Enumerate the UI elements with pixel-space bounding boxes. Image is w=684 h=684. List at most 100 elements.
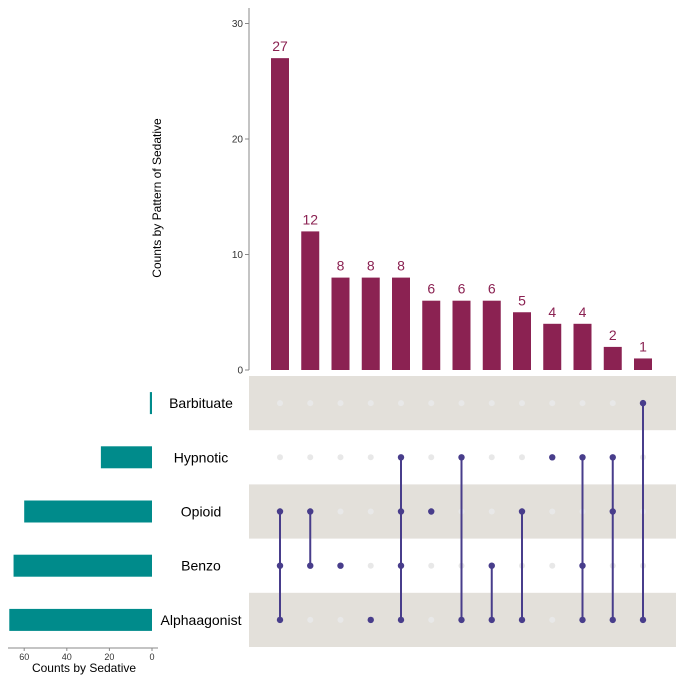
- set-axis-tick-label: 40: [62, 652, 72, 662]
- matrix-dot-filled: [397, 508, 405, 515]
- matrix-dot-filled: [337, 562, 344, 569]
- matrix-dot-empty: [307, 616, 314, 623]
- set-size-bar: [13, 554, 152, 577]
- set-size-axis: 60 40 20 0: [8, 647, 158, 662]
- matrix-dot-filled: [579, 562, 586, 569]
- bar-value-label: 4: [579, 304, 587, 320]
- matrix-dot-empty: [549, 562, 556, 569]
- matrix-dot-filled: [488, 562, 495, 569]
- matrix-dot-filled: [276, 508, 284, 515]
- y-tick-label: 10: [232, 250, 244, 261]
- matrix-dot-filled: [609, 508, 616, 515]
- bar-value-label: 6: [488, 281, 496, 297]
- matrix-dot-empty: [428, 562, 435, 569]
- matrix-dot-empty: [428, 616, 435, 623]
- matrix-dot-filled: [397, 562, 405, 569]
- matrix-dot-filled: [609, 454, 616, 461]
- matrix-dot-filled: [579, 616, 586, 624]
- set-labels: Barbituate Hypnotic Opioid Benzo Alphaagonis…: [161, 395, 242, 628]
- bar-value-label: 8: [397, 258, 405, 274]
- matrix-dot-filled: [518, 616, 526, 624]
- y-axis-label: Counts by Pattern of Sedative: [150, 118, 164, 278]
- matrix-dot-empty: [579, 400, 586, 407]
- matrix-dot-empty: [458, 400, 465, 407]
- intersection-matrix: [276, 399, 647, 624]
- matrix-dot-filled: [488, 616, 495, 624]
- matrix-dot-empty: [277, 400, 283, 407]
- matrix-dot-empty: [549, 616, 556, 623]
- set-size-bar: [9, 608, 153, 631]
- set-axis-tick-label: 20: [104, 652, 114, 662]
- intersection-bar: [543, 323, 562, 370]
- set-size-bar: [100, 446, 152, 469]
- matrix-dot-empty: [488, 508, 495, 515]
- matrix-dot-filled: [307, 508, 314, 515]
- bar-value-label: 8: [367, 258, 375, 274]
- matrix-dot-empty: [549, 400, 556, 407]
- intersection-bar: [422, 300, 441, 370]
- matrix-dot-empty: [549, 508, 556, 515]
- intersection-bars: 27 12 8 8 8 6 6 6 5 4 4 2 1: [271, 38, 652, 371]
- matrix-dot-filled: [397, 616, 405, 624]
- intersection-bar: [603, 346, 622, 370]
- set-axis-tick-label: 0: [149, 652, 154, 662]
- matrix-dot-filled: [609, 616, 616, 624]
- matrix-dot-empty: [307, 400, 314, 407]
- intersection-bar: [271, 58, 289, 371]
- set-label: Barbituate: [169, 395, 233, 411]
- matrix-dot-empty: [609, 400, 616, 407]
- matrix-dot-empty: [337, 454, 344, 461]
- intersection-bar: [634, 358, 652, 370]
- matrix-dot-empty: [367, 562, 374, 569]
- y-tick-label: 0: [237, 366, 243, 377]
- matrix-dot-filled: [579, 454, 586, 461]
- intersection-bar: [573, 323, 592, 370]
- set-size-bar: [149, 392, 152, 415]
- set-size-axis-label: Counts by Sedative: [32, 661, 136, 675]
- matrix-dot-empty: [428, 400, 435, 407]
- matrix-dot-empty: [367, 508, 374, 515]
- matrix-dot-empty: [367, 454, 374, 461]
- matrix-dot-empty: [307, 454, 314, 461]
- matrix-dot-empty: [519, 454, 525, 461]
- set-axis-tick-label: 60: [19, 652, 29, 662]
- intersection-bar: [482, 300, 501, 370]
- matrix-dot-empty: [367, 400, 374, 407]
- matrix-dot-empty: [428, 454, 435, 461]
- bar-value-label: 6: [458, 281, 466, 297]
- y-tick-label: 20: [232, 135, 244, 146]
- intersection-bar: [301, 231, 320, 370]
- bar-value-label: 12: [302, 211, 318, 227]
- intersection-bar: [452, 300, 471, 370]
- matrix-dot-filled: [307, 562, 314, 569]
- y-tick-label: 30: [232, 19, 244, 30]
- bar-value-label: 5: [518, 292, 526, 308]
- matrix-dot-filled: [639, 399, 647, 407]
- matrix-dot-filled: [367, 616, 374, 624]
- matrix-dot-filled: [518, 508, 526, 515]
- matrix-dot-filled: [276, 616, 284, 624]
- set-size-bars: [9, 392, 153, 631]
- matrix-dot-empty: [488, 400, 495, 407]
- set-size-bar: [24, 500, 153, 523]
- set-label: Benzo: [181, 558, 221, 574]
- matrix-dot-filled: [276, 562, 284, 569]
- matrix-dot-filled: [458, 616, 465, 624]
- matrix-dot-empty: [398, 400, 404, 407]
- bar-value-label: 27: [272, 38, 288, 54]
- matrix-dot-filled: [397, 454, 405, 461]
- matrix-dot-empty: [488, 454, 495, 461]
- matrix-dot-empty: [519, 400, 525, 407]
- intersection-bar: [513, 312, 531, 370]
- matrix-dot-filled: [428, 508, 435, 515]
- set-label: Alphaagonist: [161, 612, 242, 628]
- matrix-dot-filled: [639, 616, 647, 624]
- matrix-dot-filled: [458, 454, 465, 461]
- matrix-dot-empty: [277, 454, 283, 461]
- matrix-dot-filled: [549, 454, 556, 461]
- matrix-dot-empty: [337, 400, 344, 407]
- bar-value-label: 1: [639, 338, 647, 354]
- intersection-bar: [331, 277, 350, 370]
- bar-value-label: 6: [427, 281, 435, 297]
